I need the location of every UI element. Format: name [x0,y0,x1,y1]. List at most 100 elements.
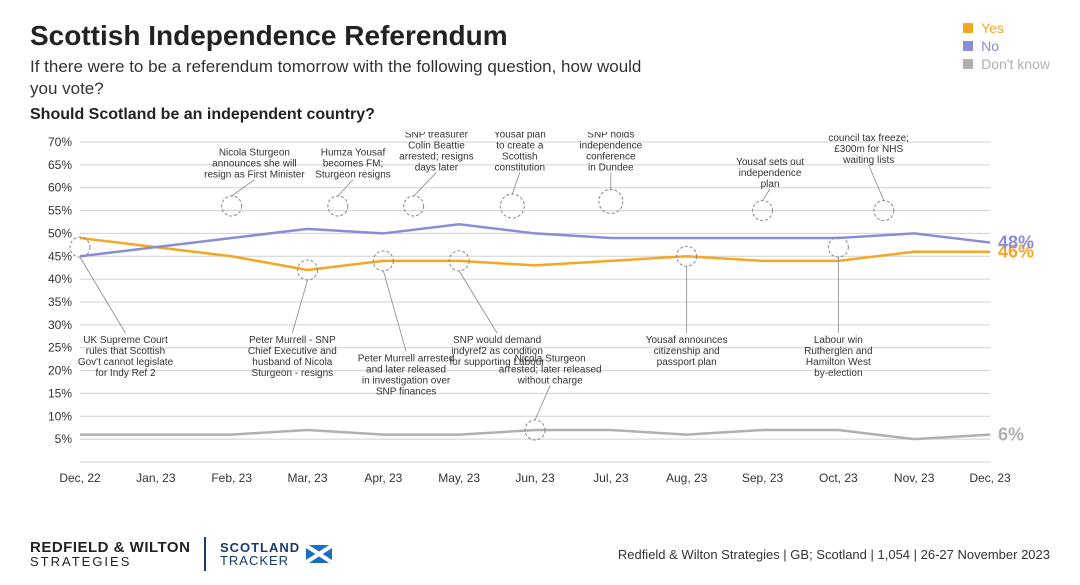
annotation-text: independence [739,168,802,179]
y-tick-label: 35% [48,295,72,309]
y-tick-label: 15% [48,387,72,401]
annotation-leader [869,165,884,200]
annotation-text: Sturgeon resigns [315,170,391,181]
annotation-text: waiting lists [842,155,894,166]
y-tick-label: 40% [48,272,72,286]
annotation-text: SNP finances [376,387,436,398]
annotation-text: by-election [814,368,862,379]
annotation-leader [763,189,771,201]
annotation-text: Peter Murrell arrested [358,354,455,365]
legend-label: No [981,38,999,54]
brand-redfield-wilton: REDFIELD & WILTON STRATEGIES [30,540,190,568]
chart-subtitle: If there were to be a referendum tomorro… [30,56,670,100]
annotation-marker [599,190,623,214]
annotation-text: UK Supreme Court [83,335,168,346]
y-tick-label: 5% [55,432,73,446]
annotation-text: Yousaf plan [494,132,546,140]
annotation-marker [828,237,848,257]
series-end-label: 6% [998,425,1024,445]
annotation-text: constitution [495,163,546,174]
legend-item: Yes [963,20,1050,36]
x-tick-label: Sep, 23 [742,471,784,485]
annotation-text: resign as First Minister [204,170,305,181]
annotation-text: to create a [496,141,544,152]
annotation-text: SNP holds [587,132,634,140]
y-tick-label: 25% [48,341,72,355]
x-tick-label: Dec, 22 [59,471,101,485]
annotation-text: Peter Murrell - SNP [249,335,336,346]
annotation-text: for Indy Ref 2 [95,368,155,379]
legend: Yes No Don't know [963,20,1050,74]
annotation-text: arrested; resigns [399,152,473,163]
annotation-text: husband of Nicola [252,357,332,368]
x-tick-label: Jul, 23 [593,471,629,485]
legend-label: Yes [981,20,1004,36]
y-tick-label: 20% [48,364,72,378]
annotation-leader [414,173,437,197]
annotation-text: Nicola Sturgeon [219,148,290,159]
y-tick-label: 55% [48,204,72,218]
chart-question: Should Scotland be an independent countr… [30,106,1050,124]
y-tick-label: 50% [48,227,72,241]
annotation-text: arrested; later released [499,365,602,376]
legend-item: No [963,38,1050,54]
annotation-text: independence [579,141,642,152]
annotation-text: Chief Executive and [248,346,337,357]
brand-divider [204,537,206,571]
x-tick-label: Mar, 23 [287,471,327,485]
series-yes [80,238,990,270]
annotation-text: Hamilton West [806,357,871,368]
chart-title: Scottish Independence Referendum [30,20,1050,52]
x-tick-label: Nov, 23 [894,471,935,485]
legend-swatch [963,23,973,33]
annotation-text: becomes FM; [323,159,384,170]
y-tick-label: 65% [48,158,72,172]
source-line: Redfield & Wilton Strategies | GB; Scotl… [618,547,1050,562]
annotation-marker [222,196,242,216]
annotation-text: council tax freeze; [828,133,909,144]
annotation-text: in investigation over [362,376,451,387]
x-tick-label: Feb, 23 [211,471,252,485]
legend-swatch [963,59,973,69]
legend-swatch [963,41,973,51]
series-don-t-know [80,430,990,439]
series-end-label: 48% [998,233,1034,253]
annotation-text: without charge [517,376,583,387]
annotation-text: SNP would demand [453,335,541,346]
annotation-text: Humza Yousaf [321,148,386,159]
annotation-text: conference [586,152,636,163]
annotation-marker [500,194,524,218]
annotation-text: Sturgeon - resigns [251,368,333,379]
annotation-marker [328,196,348,216]
annotation-marker [404,196,424,216]
annotation-text: Colin Beattie [408,141,465,152]
x-tick-label: Apr, 23 [364,471,402,485]
y-tick-label: 10% [48,409,72,423]
annotation-text: Rutherglen and [804,346,872,357]
annotation-text: Yousaf announces [646,335,728,346]
x-tick-label: May, 23 [438,471,480,485]
annotation-text: rules that Scottish [86,346,165,357]
annotation-leader [512,173,520,195]
annotation-text: citizenship and [654,346,720,357]
y-tick-label: 60% [48,181,72,195]
annotation-text: Nicola Sturgeon [515,354,586,365]
annotation-marker [70,237,90,257]
y-tick-label: 45% [48,249,72,263]
annotation-text: days later [415,163,459,174]
x-tick-label: Oct, 23 [819,471,858,485]
header: Scottish Independence Referendum If ther… [30,20,1050,124]
annotation-text: plan [761,179,780,190]
x-tick-label: Dec, 23 [969,471,1011,485]
annotation-leader [535,386,550,421]
saltire-icon [306,545,332,563]
annotation-leader [80,257,126,333]
x-tick-label: Aug, 23 [666,471,708,485]
annotation-text: passport plan [657,357,717,368]
annotation-leader [383,271,406,352]
series-no [80,224,990,256]
annotation-text: in Dundee [588,163,634,174]
y-tick-label: 70% [48,135,72,149]
legend-label: Don't know [981,56,1050,72]
annotation-text: and later released [366,365,446,376]
